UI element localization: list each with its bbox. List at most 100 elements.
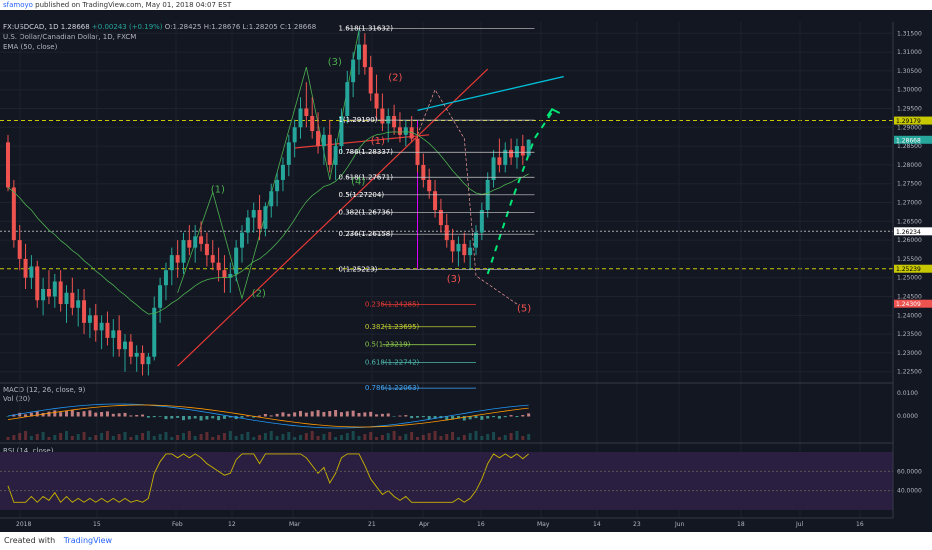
- time-axis[interactable]: 2018 15 Feb 12 Mar 21 Apr 16 May 14 23 Jun 18 Jul 16: [16, 521, 864, 528]
- footer: Created with TradingView: [0, 532, 932, 550]
- candle-body: [357, 44, 361, 60]
- macd-bar: [509, 415, 513, 417]
- volume-bar: [246, 432, 250, 440]
- wave-labels: (1) (2) (3) (4) (1) (2) (3) (5): [211, 57, 531, 314]
- candle-body: [257, 210, 262, 229]
- chart-title: U.S. Dollar/Canadian Dollar, 1D, FXCM: [3, 33, 137, 41]
- y-tick-label: 1.27500: [897, 181, 922, 188]
- macd-bar: [398, 415, 402, 417]
- candle-body: [29, 266, 34, 278]
- macd-bar: [146, 416, 150, 418]
- macd-legend[interactable]: MACD (12, 26, close, 9): [3, 386, 86, 394]
- volume-bar: [380, 435, 384, 440]
- publish-bar: sfamoyo published on TradingView.com, Ma…: [0, 0, 932, 10]
- macd-bar: [339, 412, 343, 417]
- candle-body: [123, 341, 127, 350]
- volume-bar: [486, 434, 490, 440]
- macd-bar: [252, 416, 256, 418]
- candle-body: [409, 127, 414, 139]
- wave-label-red: (3): [447, 274, 461, 285]
- volume-bar: [299, 435, 302, 440]
- macd-bar: [70, 410, 74, 417]
- x-tick-label: Apr: [419, 521, 430, 528]
- volume-bar: [152, 436, 156, 440]
- candles: [6, 29, 531, 376]
- volume-bar: [234, 436, 238, 440]
- candle-body: [245, 217, 250, 233]
- volume-bar: [269, 431, 273, 440]
- candle-body: [421, 164, 426, 180]
- volume-bar: [82, 432, 86, 440]
- tradingview-link[interactable]: TradingView: [63, 536, 113, 545]
- candle-body: [345, 82, 350, 117]
- macd-bar: [35, 411, 39, 417]
- volume-bar: [281, 434, 285, 440]
- macd-bar: [480, 416, 484, 420]
- indicator-panes: 0.0100 0.0000 60.0000 40.0000: [0, 390, 922, 503]
- candle-body: [58, 281, 63, 305]
- ema-legend[interactable]: EMA (50, close): [3, 43, 58, 51]
- ema-line: [7, 131, 529, 315]
- wave-label-red: (2): [388, 72, 402, 83]
- volume-bar: [275, 436, 279, 440]
- x-tick-label: 12: [228, 521, 236, 528]
- macd-bar: [462, 416, 466, 421]
- rsi-tick-label: 40.0000: [897, 488, 922, 495]
- macd-bar: [88, 410, 92, 417]
- projection-path: [486, 111, 553, 275]
- volume-bar: [322, 434, 326, 440]
- price-marker-label: 1.26234: [896, 229, 921, 236]
- rsi-legend[interactable]: RSI (14, close): [3, 447, 54, 455]
- volume-bar: [65, 431, 68, 440]
- wave-label-green: (3): [328, 57, 342, 68]
- volume-bar: [357, 436, 361, 440]
- macd-bar: [29, 412, 33, 417]
- macd-bar: [222, 416, 226, 419]
- author-link[interactable]: sfamoyo: [3, 1, 33, 9]
- candle-body: [321, 134, 326, 147]
- candle-body: [280, 164, 285, 180]
- macd-bar: [82, 411, 86, 417]
- price-axis[interactable]: 1.31500 1.31000 1.30500 1.30000 1.29500 1.290…: [894, 30, 932, 376]
- x-tick-label: Feb: [172, 521, 183, 528]
- high-value: H:1.28676: [203, 23, 241, 31]
- trend-line: [177, 68, 489, 367]
- fib-label: 0.236(1.26158): [339, 230, 394, 238]
- candle-body: [169, 255, 174, 271]
- fib-label: 1.618(1.31632): [339, 24, 394, 32]
- volume-bar: [527, 434, 531, 440]
- candle-body: [374, 93, 379, 109]
- macd-bar: [111, 413, 115, 417]
- candle-body: [298, 108, 303, 128]
- publish-info: published on TradingView.com, May 01, 20…: [35, 1, 232, 9]
- macd-bar: [404, 415, 408, 417]
- macd-bar: [12, 414, 16, 417]
- candle-body: [181, 240, 186, 263]
- candle-body: [327, 134, 332, 165]
- candle-body: [362, 44, 367, 68]
- x-tick-label: 15: [93, 521, 101, 528]
- close-value: C:1.28668: [279, 23, 317, 31]
- candle-body: [304, 108, 309, 117]
- volume-bar: [170, 437, 174, 440]
- candle-body: [128, 341, 133, 357]
- macd-bar: [287, 413, 291, 417]
- candle-body: [204, 243, 209, 256]
- volume-bar: [217, 435, 221, 440]
- candle-body: [339, 116, 344, 147]
- candle-body: [193, 236, 198, 248]
- macd-bar: [304, 412, 308, 417]
- symbol-label[interactable]: FX:USDCAD, 1D: [3, 23, 59, 31]
- macd-bar: [76, 412, 80, 417]
- y-tick-label: 1.25000: [897, 275, 922, 282]
- candle-body: [526, 139, 531, 156]
- candle-body: [140, 352, 145, 365]
- candle-body: [163, 270, 168, 286]
- volume-bar: [263, 433, 267, 440]
- vol-legend[interactable]: Vol (20): [3, 395, 31, 403]
- macd-bar: [369, 411, 373, 417]
- volume-bar: [187, 431, 191, 440]
- macd-bar: [141, 414, 145, 417]
- candle-body: [386, 116, 391, 124]
